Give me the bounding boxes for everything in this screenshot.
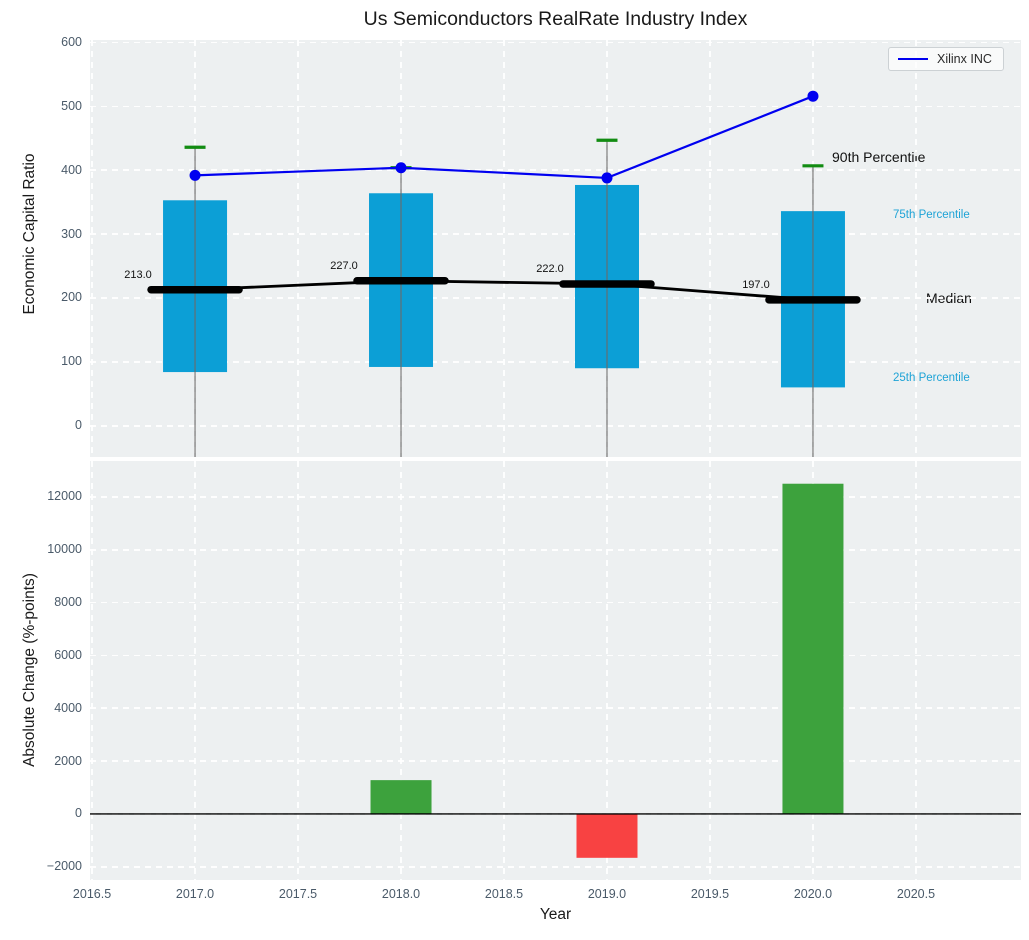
x-tick-label: 2016.5 xyxy=(72,887,112,901)
top-y-tick-label: 100 xyxy=(61,354,82,369)
x-tick-label: 2018.5 xyxy=(484,887,524,901)
gridline-vertical xyxy=(503,40,505,457)
top-y-tick-label: 300 xyxy=(61,226,82,241)
gridline-vertical xyxy=(91,40,93,457)
gridline-vertical xyxy=(915,40,917,457)
gridline-vertical xyxy=(503,461,505,880)
gridline-horizontal xyxy=(90,424,1021,427)
median-line xyxy=(194,279,814,302)
xilinx-marker-2020 xyxy=(807,90,819,102)
gridline-horizontal xyxy=(90,760,1021,762)
bottom-y-tick-label: −2000 xyxy=(46,859,82,874)
bottom-y-tick-label: 2000 xyxy=(54,753,82,768)
x-tick-label: 2018.0 xyxy=(381,887,421,901)
top-y-tick-label: 400 xyxy=(61,162,82,177)
top-plot-canvas xyxy=(147,90,861,457)
median-value-label-2019: 222.0 xyxy=(536,262,564,275)
change-bar-2019 xyxy=(576,813,638,858)
xilinx-marker-2017 xyxy=(189,169,201,181)
gridline-horizontal xyxy=(90,654,1021,657)
gridline-vertical xyxy=(400,461,402,880)
gridline-horizontal xyxy=(90,361,1021,363)
x-tick-label: 2020.5 xyxy=(896,887,936,901)
gridline-vertical xyxy=(915,461,917,880)
annotation-75th-percentile: 75th Percentile xyxy=(893,209,970,221)
gridline-vertical xyxy=(194,461,196,880)
x-tick-label: 2017.0 xyxy=(175,887,215,901)
median-value-label-2017: 213.0 xyxy=(124,268,152,281)
gridline-vertical xyxy=(709,40,711,457)
top-y-tick-label: 500 xyxy=(61,98,82,113)
gridline-horizontal xyxy=(90,548,1021,551)
x-tick-label: 2017.5 xyxy=(278,887,318,901)
bottom-plot-canvas xyxy=(90,483,1021,858)
xilinx-line xyxy=(195,95,814,180)
gridline-horizontal xyxy=(90,601,1021,604)
bottom-y-tick-label: 4000 xyxy=(54,700,82,715)
gridline-horizontal xyxy=(90,233,1021,235)
annotation-90th-percentile: 90th Percentile xyxy=(832,149,926,165)
x-tick-label: 2020.0 xyxy=(793,887,833,901)
x-tick-label: 2019.0 xyxy=(587,887,627,901)
legend-label: Xilinx INC xyxy=(937,52,992,66)
xilinx-marker-2018 xyxy=(395,162,407,174)
x-tick-label: 2019.5 xyxy=(690,887,730,901)
xilinx-marker-2019 xyxy=(601,172,613,184)
bottom-y-tick-label: 6000 xyxy=(54,647,82,662)
bottom-y-tick-label: 10000 xyxy=(47,542,82,557)
gridline-horizontal xyxy=(90,41,1021,44)
bottom-y-tick-label: 12000 xyxy=(47,489,82,504)
bottom-y-tick-label: 0 xyxy=(75,806,82,821)
gridline-horizontal xyxy=(90,865,1021,868)
gridline-vertical xyxy=(709,461,711,880)
gridline-vertical xyxy=(297,40,299,457)
gridline-horizontal xyxy=(90,496,1021,498)
annotation-25th-percentile: 25th Percentile xyxy=(893,372,970,384)
gridline-vertical xyxy=(91,461,93,880)
bottom-y-tick-label: 8000 xyxy=(54,595,82,610)
bottom-plot-area xyxy=(90,461,1021,880)
legend: Xilinx INC xyxy=(888,47,1004,71)
x-axis-label: Year xyxy=(539,906,572,923)
median-value-label-2018: 227.0 xyxy=(330,259,358,272)
gridline-vertical xyxy=(297,461,299,880)
legend-line-sample xyxy=(898,58,928,60)
gridline-vertical xyxy=(606,461,608,880)
chart-title: Us Semiconductors RealRate Industry Inde… xyxy=(363,8,748,30)
gridline-horizontal xyxy=(90,169,1021,172)
top-y-tick-label: 200 xyxy=(61,290,82,305)
gridline-horizontal xyxy=(90,105,1021,108)
top-y-tick-label: 0 xyxy=(75,418,82,433)
change-bar-2020 xyxy=(782,483,844,814)
gridline-horizontal xyxy=(90,707,1021,710)
change-bar-2018 xyxy=(370,780,432,814)
median-value-label-2020: 197.0 xyxy=(742,278,770,291)
top-y-tick-label: 600 xyxy=(61,35,82,50)
gridline-horizontal xyxy=(90,297,1021,299)
top-plot-area: 90th Percentile 75th Percentile Median 2… xyxy=(90,40,1021,457)
